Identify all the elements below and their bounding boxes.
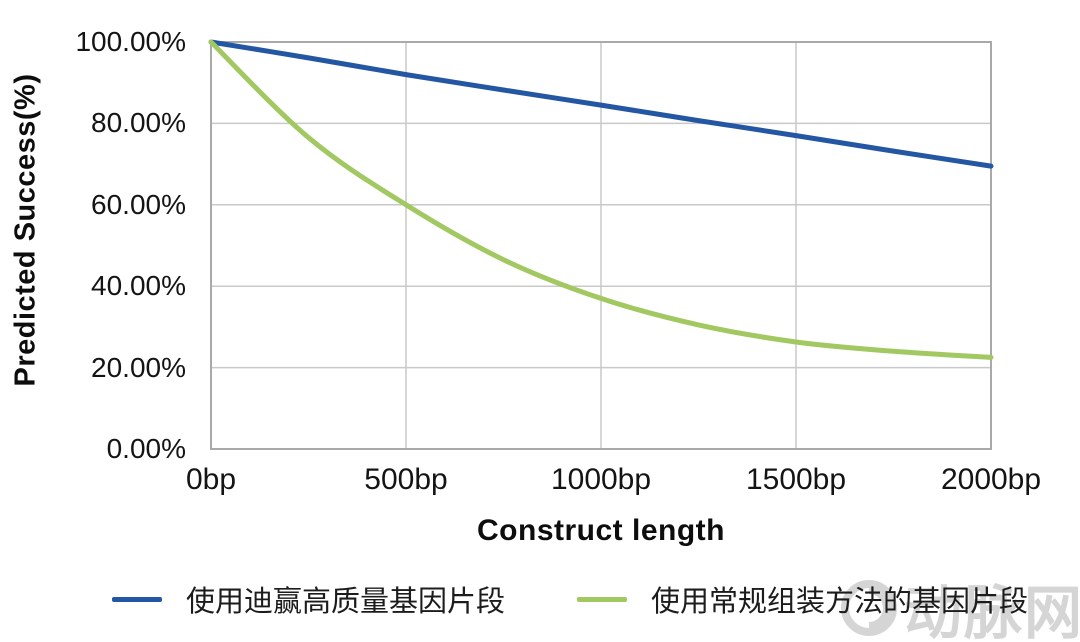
legend: 使用迪赢高质量基因片段 使用常规组装方法的基因片段 — [60, 577, 1080, 621]
y-tick-label: 60.00% — [91, 188, 186, 220]
plot-border — [210, 41, 992, 450]
x-tick-label: 1500bp — [745, 463, 847, 496]
legend-label: 使用常规组装方法的基因片段 — [651, 586, 1029, 618]
x-tick-label: 2000bp — [940, 463, 1042, 496]
x-axis-title: Construct length — [477, 514, 725, 547]
legend-line-swatch — [111, 596, 162, 602]
y-tick-label: 20.00% — [91, 351, 186, 383]
x-tick-label: 0bp — [185, 463, 237, 496]
y-tick-label: 40.00% — [91, 270, 186, 302]
y-tick-label: 80.00% — [91, 107, 186, 139]
legend-line-swatch — [577, 596, 627, 602]
x-tick-label: 1000bp — [550, 463, 652, 496]
y-tick-label: 0.00% — [106, 433, 186, 464]
legend-item-0: 使用迪赢高质量基因片段 — [111, 578, 505, 620]
series-line-1 — [208, 39, 994, 360]
series-line-0 — [208, 39, 994, 169]
legend-label: 使用迪赢高质量基因片段 — [185, 586, 505, 618]
x-tick-label: 500bp — [364, 463, 448, 496]
y-tick-label: 100.00% — [75, 26, 186, 57]
legend-item-1: 使用常规组装方法的基因片段 — [577, 578, 1028, 620]
